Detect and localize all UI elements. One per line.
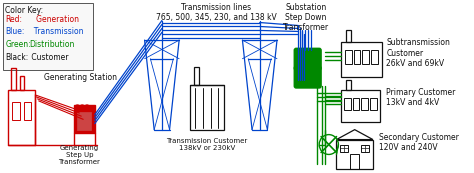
Bar — [190, 85, 224, 130]
Bar — [12, 102, 20, 120]
Bar — [345, 50, 352, 64]
Bar — [9, 90, 35, 144]
Bar — [193, 67, 199, 85]
Bar — [344, 98, 351, 110]
Bar — [362, 50, 369, 64]
Text: Black:: Black: — [6, 53, 29, 62]
Text: Generating
Step Up
Transformer: Generating Step Up Transformer — [58, 144, 100, 165]
Text: Subtransmission
Customer
26kV and 69kV: Subtransmission Customer 26kV and 69kV — [386, 38, 450, 68]
Bar — [346, 30, 351, 42]
Bar — [11, 68, 16, 90]
Bar — [77, 112, 91, 130]
Bar — [346, 80, 351, 90]
Text: Primary Customer
13kV and 4kV: Primary Customer 13kV and 4kV — [386, 88, 456, 107]
Bar — [341, 90, 380, 122]
Text: Color Key:: Color Key: — [6, 6, 44, 15]
Bar — [371, 50, 378, 64]
Text: Customer: Customer — [29, 53, 69, 62]
Text: Substation
Step Down
Transformer: Substation Step Down Transformer — [283, 3, 329, 33]
Text: Generation: Generation — [29, 15, 80, 24]
Text: Red:: Red: — [6, 15, 22, 24]
Bar — [340, 144, 348, 152]
Bar — [341, 42, 382, 77]
Text: Transmission lines
765, 500, 345, 230, and 138 kV: Transmission lines 765, 500, 345, 230, a… — [156, 3, 277, 22]
Text: Generating Station: Generating Station — [44, 73, 117, 82]
Bar — [354, 50, 360, 64]
Bar — [3, 3, 93, 70]
Bar — [361, 144, 369, 152]
Text: Secondary Customer
120V and 240V: Secondary Customer 120V and 240V — [379, 133, 458, 152]
Bar — [353, 98, 359, 110]
Text: Transmission Customer
138kV or 230kV: Transmission Customer 138kV or 230kV — [166, 138, 247, 151]
Text: Green:: Green: — [6, 40, 31, 49]
Bar — [370, 98, 377, 110]
FancyBboxPatch shape — [294, 66, 321, 88]
Bar — [24, 102, 31, 120]
Bar — [337, 140, 373, 169]
Bar — [73, 105, 95, 133]
Bar — [350, 154, 359, 169]
Text: Distribution: Distribution — [29, 40, 75, 49]
Bar — [361, 98, 368, 110]
Bar — [20, 76, 24, 90]
FancyBboxPatch shape — [294, 48, 321, 70]
Text: Blue:: Blue: — [6, 28, 25, 37]
Text: Transmission: Transmission — [29, 28, 84, 37]
